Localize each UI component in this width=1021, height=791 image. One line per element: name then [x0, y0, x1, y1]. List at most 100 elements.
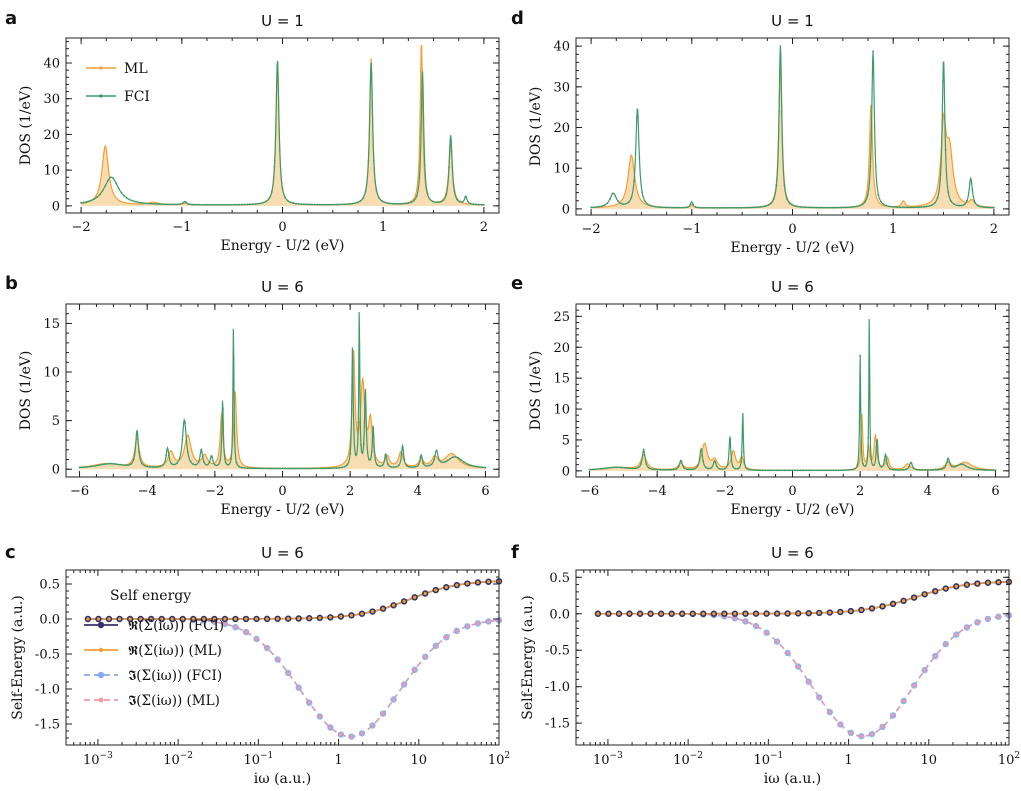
fci-marker [124, 464, 127, 467]
fci-marker [861, 462, 864, 465]
fci-marker [870, 455, 872, 457]
fci-marker [144, 202, 147, 205]
fci-marker [856, 463, 859, 466]
fci-marker [912, 206, 915, 209]
im-ml-point [859, 734, 864, 739]
fci-marker [971, 189, 974, 192]
fci-marker [349, 452, 352, 455]
im-ml-point [423, 655, 428, 659]
fci-marker [192, 203, 195, 206]
fci-marker [140, 462, 143, 465]
fci-marker [807, 469, 810, 472]
im-ml-point [849, 731, 853, 735]
fci-marker [883, 458, 886, 461]
fci-marker [979, 205, 982, 208]
x-tick-label: 0 [788, 222, 796, 237]
fci-marker [754, 206, 756, 209]
y-tick-label: 0 [562, 464, 570, 479]
fci-marker [889, 467, 891, 470]
fci-marker [713, 460, 715, 463]
fci-marker [443, 461, 446, 463]
fci-marker [850, 206, 853, 208]
fci-marker [372, 159, 375, 162]
re-ml-point [701, 612, 705, 616]
fci-marker [201, 203, 203, 206]
fci-marker [742, 451, 745, 454]
fci-marker [935, 468, 937, 471]
fci-marker [788, 202, 791, 205]
fci-marker [462, 461, 465, 463]
y-tick-label: 0 [52, 199, 60, 214]
re-ml-point [233, 617, 238, 621]
im-ml-point [381, 711, 385, 716]
y-tick-label: 20 [43, 128, 60, 143]
fci-marker [362, 197, 364, 200]
fci-marker [612, 466, 615, 469]
fci-marker [166, 203, 168, 206]
fci-marker [921, 469, 924, 471]
fci-marker [715, 465, 718, 467]
im-ml-point [339, 732, 343, 737]
fci-marker [664, 468, 667, 471]
fci-marker [458, 200, 461, 203]
fci-marker [333, 467, 335, 470]
fci-marker [244, 203, 246, 206]
fci-marker [379, 465, 381, 468]
re-ml-point [265, 617, 269, 621]
panel-title: U = 6 [261, 544, 304, 562]
fci-marker [192, 463, 195, 466]
panel-title: U = 1 [771, 12, 814, 30]
fci-marker [611, 192, 614, 195]
fci-marker [473, 465, 476, 468]
fci-marker [858, 204, 861, 207]
x-tick-label: 10−3 [593, 751, 623, 768]
fci-marker [442, 199, 445, 201]
ml-series-line [589, 413, 996, 471]
fci-marker [222, 203, 225, 206]
fci-marker [158, 203, 160, 206]
fci-marker [948, 461, 951, 464]
fci-marker [381, 464, 384, 467]
fci-marker [186, 451, 189, 453]
fci-marker [767, 469, 770, 472]
fci-marker [631, 467, 634, 470]
re-ml-point [764, 612, 769, 616]
fci-marker [826, 206, 829, 209]
fci-series-line [79, 312, 486, 470]
fci-marker [368, 458, 370, 461]
plot-frame [575, 303, 1010, 478]
im-ml-point [286, 671, 290, 675]
y-tick-label: 20 [553, 121, 570, 136]
fci-marker [131, 199, 134, 202]
fci-marker [155, 203, 158, 205]
re-ml-point [96, 617, 101, 621]
fci-marker [133, 200, 136, 203]
fci-marker [295, 467, 297, 470]
plot-area [80, 44, 485, 206]
fci-marker [882, 203, 885, 206]
fci-marker [637, 466, 640, 469]
fci-marker [943, 467, 945, 469]
x-tick-label: 2 [856, 484, 864, 499]
fci-marker [834, 469, 837, 472]
fci-marker [618, 466, 621, 469]
re-ml-point [954, 584, 958, 588]
fci-marker [227, 203, 230, 206]
fci-marker [123, 194, 125, 197]
legend-swatch-marker [99, 94, 103, 98]
im-ml-point [975, 620, 980, 625]
fci-marker [222, 407, 224, 410]
fci-marker [986, 469, 989, 471]
legend-swatch-marker [97, 671, 105, 679]
fci-marker [944, 148, 947, 151]
fci-marker [209, 203, 211, 206]
fci-marker [343, 465, 346, 468]
im-ml-point [265, 646, 269, 650]
re-ml-point [743, 612, 748, 616]
fci-marker [941, 80, 944, 83]
fci-marker [380, 200, 383, 202]
fci-marker [146, 465, 149, 468]
fci-marker [917, 206, 920, 209]
fci-marker [721, 206, 724, 209]
im-ml-point [328, 725, 333, 730]
